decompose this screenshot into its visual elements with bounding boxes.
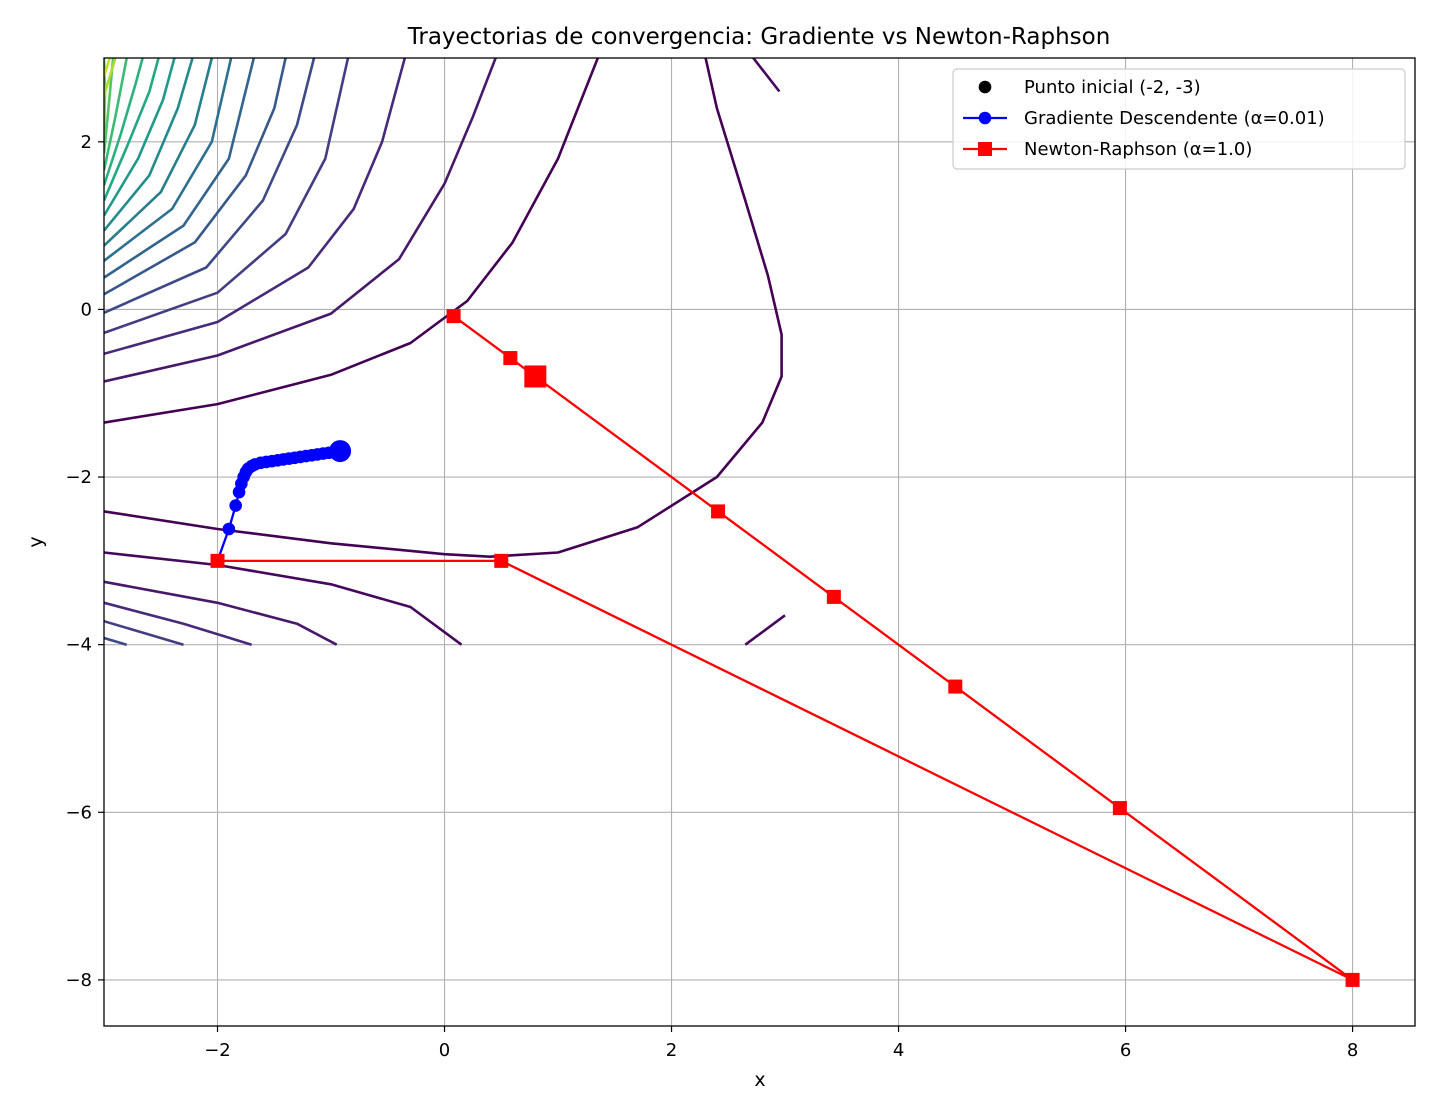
contour-line-1: [104, 58, 600, 424]
contour-line-25: [104, 58, 117, 97]
x-tick-label-5: 8: [1347, 1040, 1358, 1061]
x-tick-label-0: −2: [204, 1040, 231, 1061]
grid-lines: [104, 58, 1415, 1026]
contour-lines: [104, 58, 786, 646]
series-1-point-6: [711, 504, 726, 519]
series-1-point-3: [1112, 801, 1127, 816]
legend-marker-0: [978, 80, 992, 94]
plot-frame: [103, 57, 1416, 1027]
series-1-point-1: [494, 553, 509, 568]
legend-label-1: Gradiente Descendente (α=0.01): [1024, 108, 1325, 129]
contour-line-3: [104, 551, 463, 646]
contour-line-4: [744, 614, 786, 646]
contour-line-16: [104, 58, 214, 247]
contour-line-19: [104, 58, 160, 202]
x-tick-label-2: 2: [666, 1040, 677, 1061]
series-0-point-1: [222, 522, 236, 536]
contour-line-2: [752, 58, 781, 93]
x-tick-label-3: 4: [893, 1040, 904, 1061]
legend-box: [952, 68, 1406, 170]
x-tick-label-1: 0: [439, 1040, 450, 1061]
x-tick-label-4: 6: [1120, 1040, 1131, 1061]
contour-line-18: [104, 58, 176, 217]
series-1-point-4: [948, 679, 963, 694]
contour-line-0: [104, 58, 783, 559]
chart-title: Trayectorias de convergencia: Gradiente …: [407, 24, 1111, 50]
contour-line-9: [104, 58, 350, 335]
y-tick-label-5: −8: [65, 970, 92, 991]
contour-line-13: [104, 58, 287, 296]
legend-label-2: Newton-Raphson (α=1.0): [1024, 139, 1252, 160]
x-axis-ticks: −2 0 2 4 6 8: [204, 1026, 1358, 1061]
contour-line-12: [104, 636, 128, 646]
y-tick-label-4: −6: [65, 802, 92, 823]
y-axis-label: y: [25, 536, 47, 547]
series-layer: [210, 309, 1360, 987]
legend-marker-1: [978, 111, 992, 125]
y-tick-label-0: 2: [81, 132, 92, 153]
legend-label-0: Punto inicial (-2, -3): [1024, 77, 1201, 98]
y-tick-label-1: 0: [81, 299, 92, 320]
series-1-point-2: [1345, 972, 1360, 987]
contour-line-15: [104, 58, 233, 262]
contour-line-7: [104, 58, 407, 356]
highlight-marker-0: [329, 440, 352, 463]
series-1-point-8: [503, 351, 518, 366]
legend: Punto inicial (-2, -3) Gradiente Descende…: [952, 68, 1406, 170]
contour-line-21: [104, 58, 128, 171]
contour-line-17: [104, 58, 194, 232]
contour-line-5: [104, 58, 497, 383]
highlight-marker-1: [524, 365, 547, 388]
series-0-point-2: [229, 499, 242, 512]
contour-line-6: [104, 580, 338, 646]
contour-line-20: [104, 58, 144, 186]
contour-line-10: [104, 619, 184, 646]
series-line-1: [217, 315, 1354, 982]
legend-marker-2: [978, 142, 992, 156]
contour-line-8: [104, 601, 252, 646]
y-tick-label-3: −4: [65, 635, 92, 656]
y-tick-label-2: −2: [65, 467, 92, 488]
x-axis-label: x: [754, 1069, 765, 1091]
series-1-point-0: [210, 553, 225, 568]
contour-line-26: [104, 58, 111, 77]
contour-line-14: [104, 58, 256, 279]
contour-line-11: [104, 58, 316, 314]
series-1-point-9: [446, 309, 461, 324]
series-1-point-5: [826, 589, 841, 604]
y-axis-ticks: 2 0 −2 −4 −6 −8: [65, 132, 104, 991]
